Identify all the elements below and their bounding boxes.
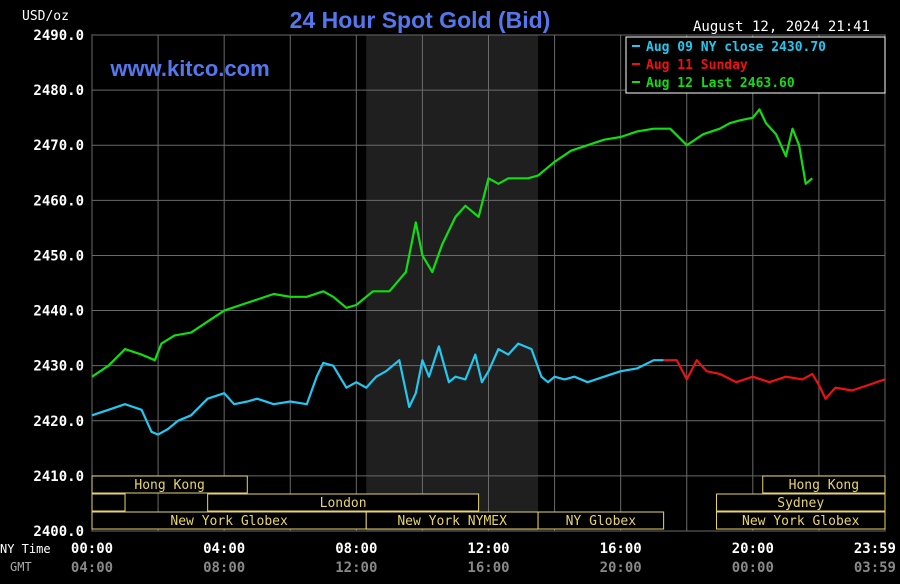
- x-tick-label-gmt: 00:00: [732, 560, 774, 576]
- session-label: Hong Kong: [134, 478, 204, 493]
- y-tick-label: 2460.0: [33, 193, 84, 209]
- series-line-2: [91, 108, 814, 378]
- session-bar-row3-3: New York Globex: [715, 511, 886, 530]
- session-bar-frame: [91, 475, 248, 494]
- shaded-session-band: [366, 35, 539, 531]
- session-bar-row3-2: NY Globex: [537, 511, 665, 530]
- legend-item-sunday: Aug 11 Sunday: [632, 58, 748, 73]
- x-tick-label-gmt: 03:59: [854, 560, 896, 576]
- session-bar-frame: [207, 493, 480, 512]
- y-tick-label: 2430.0: [33, 359, 84, 375]
- y-tick-label: 2400.0: [33, 524, 84, 540]
- session-label: New York Globex: [170, 514, 288, 529]
- session-bar-row2-0: [91, 493, 126, 512]
- session-bar-frame: [715, 511, 886, 530]
- x-tick-label-ny: 08:00: [335, 541, 377, 557]
- session-bar-row2-1: London: [207, 493, 480, 512]
- y-tick-label: 2470.0: [33, 138, 84, 154]
- x-tick-label-gmt: 16:00: [467, 560, 509, 576]
- x-tick-label-gmt: 12:00: [335, 560, 377, 576]
- session-label: New York Globex: [742, 514, 860, 529]
- session-label: New York NYMEX: [397, 514, 507, 529]
- legend-label-ny-close: Aug 09 NY close 2430.70: [646, 40, 826, 55]
- nymex-session-shading: [366, 35, 539, 531]
- legend-item-last: Aug 12 Last 2463.60: [632, 76, 795, 91]
- y-tick-label: 2480.0: [33, 83, 84, 99]
- session-bar-frame: [537, 511, 665, 530]
- watermark-text: www.kitco.com: [109, 56, 269, 81]
- y-axis-ticks: 2490.0 2480.0 2470.0 2460.0 2450.0 2440.0 2430…: [33, 28, 84, 540]
- y-unit-label: USD/oz: [22, 9, 69, 24]
- session-bar-row3-1: New York NYMEX: [365, 511, 539, 530]
- session-bar-frame: [762, 475, 886, 494]
- x-tick-label-gmt: 08:00: [203, 560, 245, 576]
- chart-datetime: August 12, 2024 21:41: [693, 19, 870, 35]
- ny-time-row-label: NY Time: [0, 542, 51, 556]
- session-bar-row3-0: New York Globex: [91, 511, 367, 530]
- x-tick-label-ny: 12:00: [467, 541, 509, 557]
- x-tick-label-gmt: 04:00: [71, 560, 113, 576]
- series-line-1: [663, 359, 886, 400]
- y-tick-label: 2490.0: [33, 28, 84, 44]
- y-tick-label: 2420.0: [33, 414, 84, 430]
- x-tick-label-ny: 00:00: [71, 541, 113, 557]
- x-tick-label-ny: 16:00: [600, 541, 642, 557]
- x-tick-label-gmt: 20:00: [600, 560, 642, 576]
- session-bar-row2-2: Sydney: [715, 493, 886, 512]
- x-tick-label-ny: 23:59: [854, 541, 896, 557]
- gmt-row-label: GMT: [10, 560, 32, 574]
- legend-item-ny-close: Aug 09 NY close 2430.70: [632, 40, 826, 55]
- session-label: Hong Kong: [789, 478, 859, 493]
- x-tick-label-ny: 04:00: [203, 541, 245, 557]
- session-bar-frame: [91, 493, 126, 512]
- session-bar-row1-0: Hong Kong: [91, 475, 248, 494]
- y-tick-label: 2440.0: [33, 304, 84, 320]
- x-tick-label-ny: 20:00: [732, 541, 774, 557]
- market-session-bars: Hong Kong Hong Kong London Sydney New York G…: [91, 475, 886, 530]
- series-line-0: [91, 342, 664, 436]
- session-bar-frame: [715, 493, 886, 512]
- y-tick-label: 2450.0: [33, 248, 84, 264]
- session-label: NY Globex: [566, 514, 637, 529]
- legend-label-sunday: Aug 11 Sunday: [646, 58, 748, 73]
- chart-title: 24 Hour Spot Gold (Bid): [290, 7, 551, 33]
- session-label: London: [320, 496, 367, 511]
- x-axis-ticks: 00:00 04:00 04:00 08:00 08:00 12:00 12:00 16:00…: [71, 541, 896, 576]
- legend-label-last: Aug 12 Last 2463.60: [646, 76, 795, 91]
- price-series: [91, 108, 886, 436]
- legend-box: Aug 09 NY close 2430.70 Aug 11 Sunday Au…: [625, 36, 886, 94]
- session-label: Sydney: [777, 496, 824, 511]
- session-bar-row1-1: Hong Kong: [762, 475, 886, 494]
- y-tick-label: 2410.0: [33, 469, 84, 485]
